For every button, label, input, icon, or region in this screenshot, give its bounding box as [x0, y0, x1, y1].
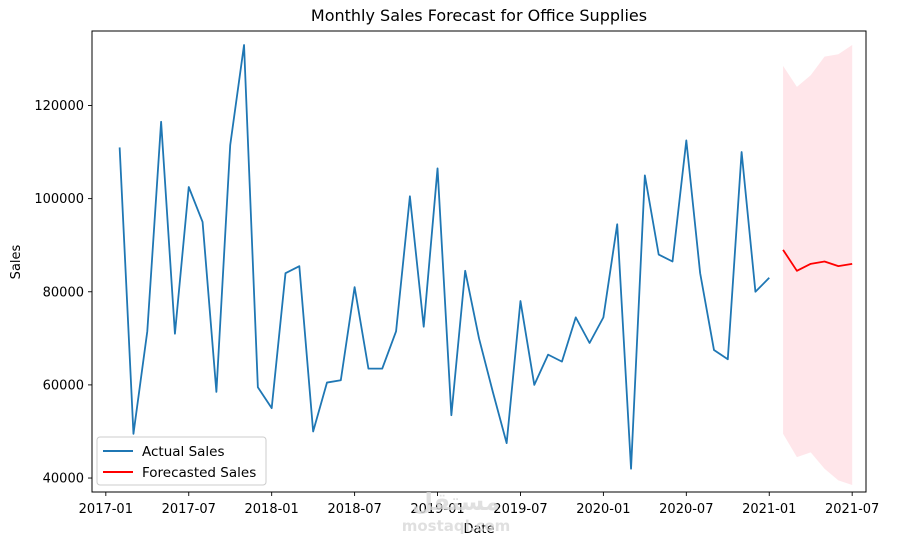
x-tick-label: 2020-07 — [659, 502, 713, 517]
x-tick-label: 2019-07 — [493, 502, 547, 517]
x-tick-label: 2021-01 — [742, 502, 796, 517]
plot-area-frame — [91, 30, 867, 493]
x-tick-label: 2017-01 — [79, 502, 133, 517]
x-tick-label: 2018-01 — [245, 502, 299, 517]
watermark-text: mostaql.com — [402, 517, 511, 535]
legend-actual-label: Actual Sales — [142, 444, 225, 460]
x-axis-label: Date — [463, 522, 494, 537]
watermark-logo: مستقل — [412, 488, 500, 516]
x-tick-label: 2018-07 — [327, 502, 381, 517]
y-axis-label: Sales — [9, 244, 24, 279]
confidence-interval-layer — [783, 44, 853, 486]
y-axis-ticks: 40000 60000 80000 100000 120000 — [34, 99, 92, 487]
y-tick-label: 40000 — [43, 472, 84, 487]
legend-box — [96, 436, 267, 486]
x-tick-label: 2019-01 — [410, 502, 464, 517]
y-tick-label: 80000 — [43, 285, 84, 300]
forecasted-sales-line — [782, 249, 853, 272]
x-tick-label: 2020-01 — [576, 502, 630, 517]
series-lines-layer — [118, 44, 853, 470]
y-tick-label: 120000 — [34, 99, 84, 114]
x-tick-label: 2017-07 — [162, 502, 216, 517]
legend-forecast-label: Forecasted Sales — [142, 465, 256, 481]
x-tick-label: 2021-07 — [825, 502, 879, 517]
y-tick-label: 60000 — [43, 378, 84, 393]
legend: Actual Sales Forecasted Sales — [96, 436, 267, 486]
watermark: مستقل mostaql.com — [402, 488, 511, 535]
x-axis-ticks: 2017-01 2017-07 2018-01 2018-07 2019-01 2019-… — [79, 492, 879, 517]
forecasted-sales-confidence-band — [783, 44, 853, 486]
y-tick-label: 100000 — [34, 192, 84, 207]
chart-title: Monthly Sales Forecast for Office Suppli… — [311, 6, 647, 25]
actual-sales-line — [118, 44, 770, 470]
